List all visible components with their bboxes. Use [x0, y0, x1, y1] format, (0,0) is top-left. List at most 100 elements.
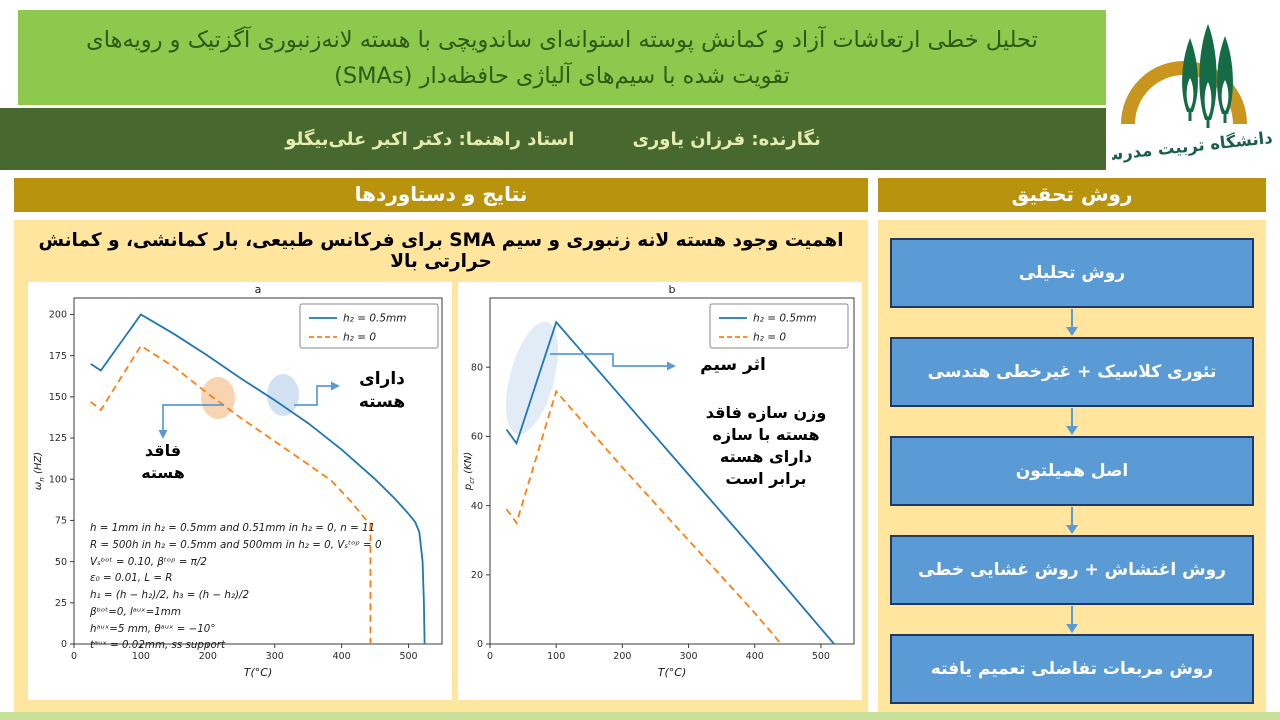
- svg-text:200: 200: [613, 651, 631, 662]
- svg-text:100: 100: [132, 651, 150, 662]
- annotation-line: هسته: [141, 463, 185, 483]
- method-step-box: روش اغتشاش + روش غشایی خطی: [890, 535, 1254, 605]
- university-logo-icon: دانشگاه تربیت مدرس: [1099, 24, 1274, 166]
- chart-annotation-text: دارای هسته: [344, 368, 420, 415]
- x-axis-label: T(°C): [658, 666, 686, 679]
- series-dashed: [90, 344, 372, 644]
- legend-label: h₂ = 0: [753, 332, 786, 344]
- chart-annotation-text: فاقد هسته: [128, 440, 198, 484]
- parameter-line: Vₛᵇᵒᵗ = 0.10, βᵗᵒᵖ = π/2: [90, 555, 207, 568]
- chart-b: 0 100 200 300 400 500 0 20 40 60 80 b T(°C) pcr (KN) h…: [458, 282, 862, 700]
- annotation-line: اثر سیم: [700, 355, 766, 375]
- author-bar: نگارنده: فرزان یاوری استاد راهنما: دکتر …: [0, 108, 1106, 170]
- parameter-line: h₁ = (h − h₂)/2, h₃ = (h − h₂)/2: [90, 589, 250, 602]
- results-panel: اهمیت وجود هسته لانه زنبوری و سیم SMA بر…: [14, 220, 868, 712]
- chart-title: a: [255, 283, 262, 296]
- poster-title-line1: تحلیل خطی ارتعاشات آزاد و کمانش پوسته اس…: [86, 26, 1038, 53]
- parameter-line: βᵇᵒᵗ=0, lᵃᵘˣ=1mm: [90, 605, 181, 618]
- bottom-strip: [0, 712, 1280, 720]
- annotation-arrowhead: [158, 430, 168, 439]
- parameter-line: h = 1mm in h₂ = 0.5mm and 0.51mm in h₂ =…: [90, 522, 376, 534]
- university-logo: دانشگاه تربیت مدرس: [1099, 10, 1274, 172]
- annotation-arrow: [550, 353, 667, 367]
- svg-text:175: 175: [49, 351, 67, 362]
- svg-text:50: 50: [55, 557, 67, 568]
- annotation-line: هسته: [358, 392, 406, 413]
- method-section-header: روش تحقیق: [878, 178, 1266, 212]
- svg-text:0: 0: [487, 651, 493, 662]
- method-step-box: اصل همیلتون: [890, 436, 1254, 506]
- svg-text:400: 400: [333, 651, 351, 662]
- svg-text:150: 150: [49, 392, 67, 403]
- annotation-arrow: [162, 404, 224, 430]
- results-section-header: نتایج و دستاوردها: [14, 178, 868, 212]
- y-axis-label: pcr (KN): [463, 452, 476, 491]
- svg-text:500: 500: [812, 651, 830, 662]
- author-name: نگارنده: فرزان یاوری: [632, 128, 821, 150]
- x-axis-label: T(°C): [244, 666, 272, 679]
- svg-text:200: 200: [199, 651, 217, 662]
- annotation-line: برابر است: [725, 469, 807, 489]
- series-solid: [90, 313, 426, 645]
- legend-label: h₂ = 0: [343, 332, 376, 344]
- svg-text:25: 25: [55, 598, 67, 609]
- annotation-arrowhead: [667, 361, 676, 371]
- flow-down-arrow-icon: [1066, 309, 1078, 336]
- y-axis-label: ωn (HZ): [33, 452, 46, 490]
- parameter-line: ε₀ = 0.01, L = R: [90, 572, 173, 585]
- annotation-arrow: [294, 385, 331, 406]
- highlight-ellipse: [201, 377, 235, 419]
- method-step-box: تئوری کلاسیک + غیرخطی هندسی: [890, 337, 1254, 407]
- flow-down-arrow-icon: [1066, 507, 1078, 534]
- svg-text:60: 60: [471, 432, 483, 443]
- parameter-line: R = 500h in h₂ = 0.5mm and 500mm in h₂ =…: [90, 538, 382, 551]
- chart-a-plot: 0 100 200 300 400 500 0 25 50 75 100 125 150 175 200 a T…: [33, 283, 443, 679]
- supervisor-name: استاد راهنما: دکتر اکبر علی‌بیگلو: [285, 128, 575, 150]
- logo-tree-cutouts: [1186, 78, 1229, 117]
- annotation-line: وزن سازه فاقد: [705, 403, 827, 422]
- annotation-line: دارای هسته: [719, 447, 813, 467]
- svg-text:500: 500: [399, 651, 417, 662]
- flow-down-arrow-icon: [1066, 408, 1078, 435]
- parameter-line: tᵃᵘˣ = 0.02mm, ss support: [90, 639, 226, 652]
- svg-text:300: 300: [679, 651, 697, 662]
- svg-text:80: 80: [471, 362, 483, 373]
- svg-text:400: 400: [746, 651, 764, 662]
- svg-text:75: 75: [55, 516, 67, 527]
- svg-text:20: 20: [471, 570, 483, 581]
- svg-text:0: 0: [71, 651, 77, 662]
- flow-down-arrow-icon: [1066, 606, 1078, 633]
- svg-text:100: 100: [49, 474, 67, 485]
- highlight-ellipse: [267, 374, 299, 416]
- svg-text:0: 0: [477, 639, 483, 650]
- svg-text:0: 0: [61, 639, 67, 650]
- series-dashed: [505, 389, 782, 645]
- highlight-ellipse: [505, 321, 559, 435]
- series-solid: [505, 320, 835, 645]
- annotation-line: هسته با سازه: [712, 425, 820, 445]
- svg-text:300: 300: [266, 651, 284, 662]
- svg-text:200: 200: [49, 310, 67, 321]
- method-step-box: روش مربعات تفاضلی تعمیم یافته: [890, 634, 1254, 704]
- parameter-line: hᵃᵘˣ=5 mm, θᵃᵘˣ = −10°: [90, 622, 216, 635]
- chart-a: 0 100 200 300 400 500 0 25 50 75 100 125 150 175 200 a T…: [28, 282, 452, 700]
- method-flowchart: روش تحلیلی تئوری کلاسیک + غیرخطی هندسی اصل…: [878, 220, 1266, 712]
- annotation-line: دارای: [359, 369, 405, 389]
- annotation-line: فاقد: [144, 441, 182, 460]
- svg-text:100: 100: [547, 651, 565, 662]
- chart-b-plot: 0 100 200 300 400 500 0 20 40 60 80 b T(°C) pcr (KN) h…: [463, 283, 855, 679]
- chart-annotation-text: وزن سازه فاقد هسته با سازه دارای هسته برابر…: [684, 402, 848, 490]
- chart-annotation-text: اثر سیم: [688, 354, 778, 377]
- university-logo-text: دانشگاه تربیت مدرس: [1112, 127, 1274, 166]
- logo-cypress-trees: [1182, 24, 1233, 128]
- method-step-box: روش تحلیلی: [890, 238, 1254, 308]
- svg-text:40: 40: [471, 501, 483, 512]
- legend-label: h₂ = 0.5mm: [343, 313, 407, 325]
- annotation-arrowhead: [331, 381, 340, 391]
- legend-label: h₂ = 0.5mm: [753, 313, 817, 325]
- svg-text:125: 125: [49, 433, 67, 444]
- chart-title: b: [669, 283, 676, 296]
- results-heading: اهمیت وجود هسته لانه زنبوری و سیم SMA بر…: [38, 230, 844, 272]
- poster-title-band: تحلیل خطی ارتعاشات آزاد و کمانش پوسته اس…: [18, 10, 1106, 105]
- parameter-block: h = 1mm in h₂ = 0.5mm and 0.51mm in h₂ =…: [90, 520, 382, 654]
